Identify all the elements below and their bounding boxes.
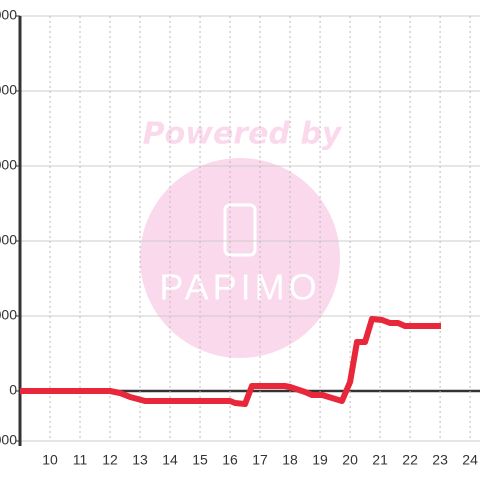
watermark-text: Powered by (143, 117, 343, 152)
x-tick-label: 13 (132, 452, 148, 468)
x-tick-label: 24 (462, 452, 478, 468)
x-tick-label: 18 (282, 452, 298, 468)
y-tick-label: 0 (9, 382, 17, 398)
y-tick-label: 60,000 (0, 232, 17, 248)
x-tick-label: 22 (402, 452, 418, 468)
watermark-circle (140, 158, 340, 358)
y-tick-label: 30,000 (0, 307, 17, 323)
y-tick-label: 120,000 (0, 82, 17, 98)
series-line (20, 316, 441, 407)
x-tick-label: 16 (222, 452, 238, 468)
y-tick-label: 90,000 (0, 157, 17, 173)
x-tick-label: 12 (102, 452, 118, 468)
x-tick-label: 20 (342, 452, 358, 468)
x-tick-label: 21 (372, 452, 388, 468)
watermark-icon (223, 203, 257, 257)
y-tick-label: -20,000 (0, 432, 17, 448)
x-tick-label: 17 (252, 452, 268, 468)
x-tick-label: 15 (192, 452, 208, 468)
y-tick-label: 150,000 (0, 7, 17, 23)
x-tick-label: 11 (73, 452, 88, 468)
watermark-logo: PAPIMO (159, 267, 320, 308)
x-tick-label: 10 (42, 452, 58, 468)
x-tick-label: 19 (312, 452, 328, 468)
x-tick-label: 14 (162, 452, 178, 468)
x-tick-label: 23 (432, 452, 448, 468)
plot: -20,000 0 30,000 60,000 90,000 120,000 150,000… (0, 7, 478, 468)
